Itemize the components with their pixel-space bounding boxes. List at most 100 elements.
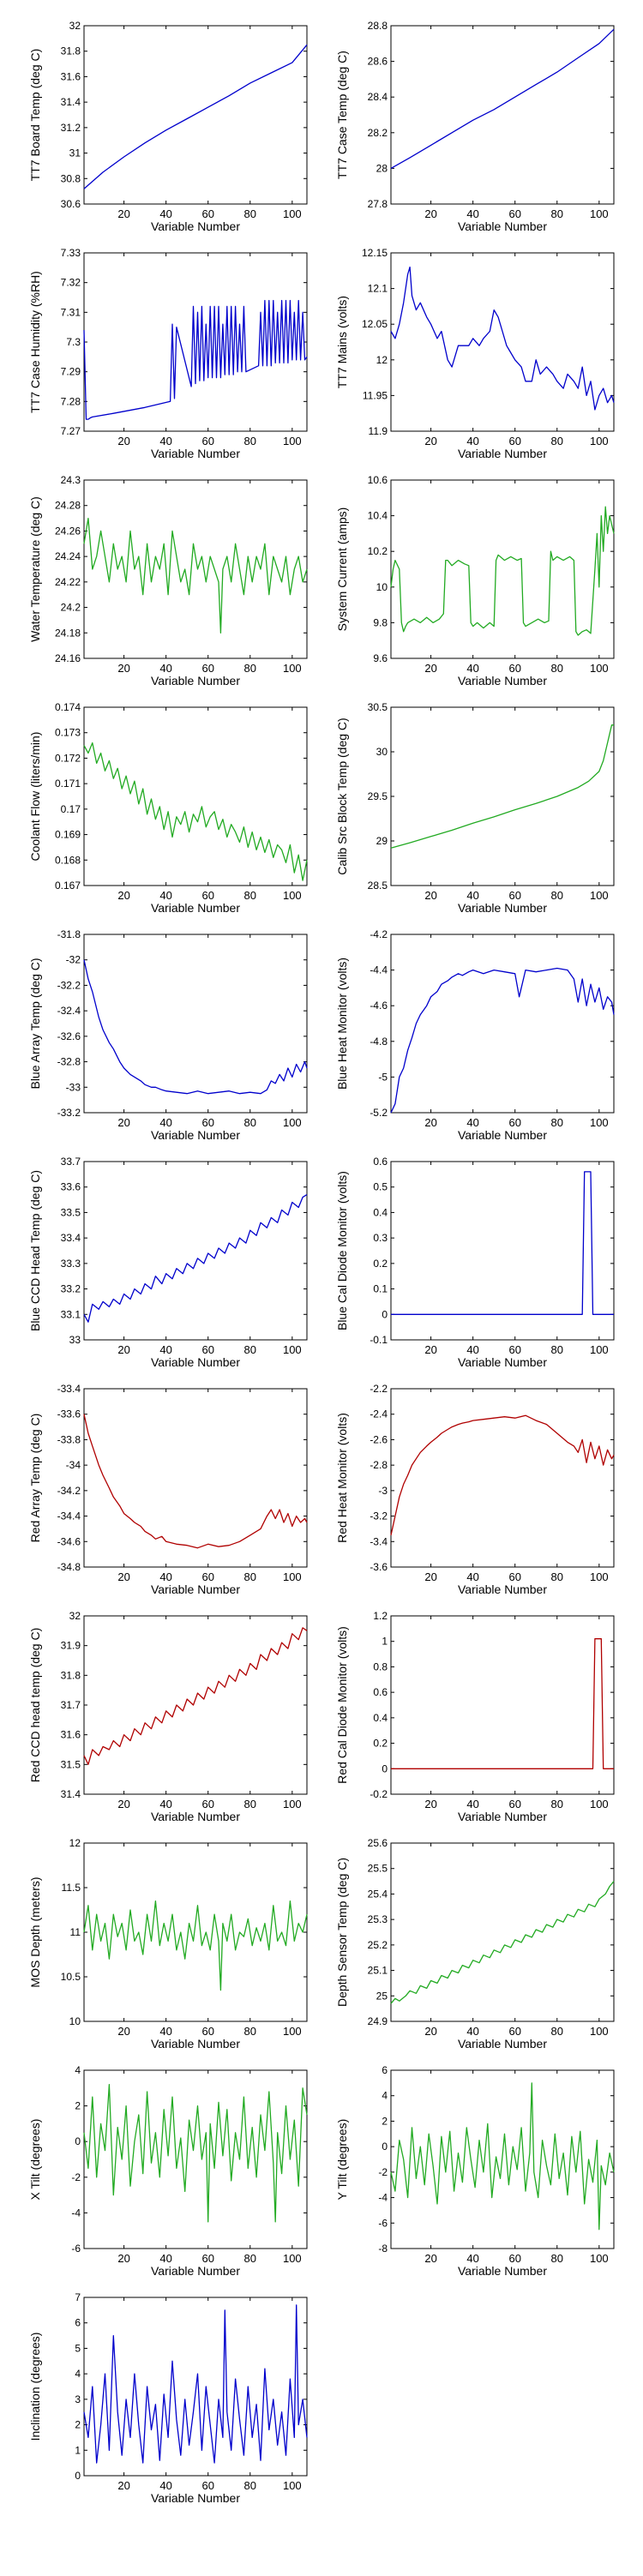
x-tick-label: 100: [283, 2479, 302, 2492]
y-tick-label: 0.4: [373, 1206, 388, 1218]
y-tick-label: 24.16: [55, 652, 81, 664]
chart-panel: 20 40 60 80 100 24.16 24.18 24.2 24.22 24.24 24.26…: [28, 474, 308, 688]
x-tick-label: 60: [201, 1570, 213, 1583]
y-tick-label: 32: [69, 20, 81, 32]
y-tick-label: 11.9: [369, 425, 388, 437]
y-tick-label: 7: [75, 2291, 81, 2303]
y-tick-label: 25.3: [368, 1913, 388, 1925]
x-tick-label: 80: [244, 1798, 256, 1810]
x-axis-label: Variable Number: [458, 219, 547, 233]
x-tick-label: 20: [424, 435, 436, 447]
y-tick-label: 1: [75, 2444, 81, 2456]
y-axis-label: Red CCD head temp (deg C): [28, 1628, 42, 1783]
y-tick-label: 31.4: [61, 1788, 81, 1800]
chart-panel: 20 40 60 80 100 31.4 31.5 31.6 31.7 31.8 31.9 32 Var…: [28, 1610, 308, 1823]
y-axis-label: Calib Src Block Temp (deg C): [335, 718, 349, 874]
x-tick-label: 100: [283, 1116, 302, 1129]
plot-frame: [83, 1615, 308, 1795]
x-tick-label: 80: [244, 435, 256, 447]
y-tick-label: 24.3: [61, 474, 81, 486]
y-tick-label: -6: [378, 2217, 388, 2229]
y-tick-label: 25: [376, 1990, 388, 2002]
x-tick-label: 40: [159, 889, 171, 902]
series-line: [83, 2304, 308, 2464]
x-tick-label: 20: [117, 662, 129, 675]
plot-frame: [390, 1161, 615, 1341]
y-tick-label: -32.4: [57, 1005, 81, 1017]
x-axis-label: Variable Number: [458, 901, 547, 915]
chart-panel: 20 40 60 80 100 0.167 0.168 0.169 0.17 0.171 0.172…: [28, 701, 308, 915]
y-tick-label: 7.31: [61, 306, 81, 318]
x-axis-label: Variable Number: [458, 1582, 547, 1596]
y-tick-label: -4.8: [370, 1036, 388, 1048]
x-axis-label: Variable Number: [151, 219, 240, 233]
y-tick-label: 10.5: [61, 1971, 81, 1983]
x-tick-label: 20: [424, 1116, 436, 1129]
y-tick-label: 32: [69, 1610, 81, 1622]
x-axis-label: Variable Number: [151, 1355, 240, 1369]
y-tick-label: 0.172: [55, 752, 81, 764]
chart-panel: 20 40 60 80 100 -31.8 -32 -32.2 -32.4 -32.6 -32.8 -…: [28, 928, 308, 1142]
x-tick-label: 20: [424, 889, 436, 902]
y-tick-label: -2.2: [370, 1383, 388, 1395]
y-tick-label: 30.8: [61, 172, 81, 184]
x-tick-label: 100: [590, 435, 609, 447]
y-tick-label: 0.3: [373, 1232, 388, 1244]
plot-frame: [83, 1161, 308, 1341]
x-tick-label: 60: [201, 207, 213, 220]
plot-frame: [390, 2069, 615, 2249]
y-tick-label: 7.3: [66, 336, 81, 348]
x-tick-label: 80: [244, 2252, 256, 2265]
y-axis-label: Water Temperature (deg C): [28, 496, 42, 642]
x-tick-label: 40: [466, 2252, 478, 2265]
series-line: [83, 1627, 308, 1765]
x-tick-label: 60: [508, 889, 520, 902]
y-tick-label: -3.4: [370, 1535, 388, 1547]
y-tick-label: 12.1: [368, 283, 388, 295]
y-tick-label: -4.2: [370, 928, 388, 940]
y-tick-label: 0: [75, 2135, 81, 2147]
y-tick-label: -3.2: [370, 1510, 388, 1522]
y-tick-label: 1: [382, 1636, 388, 1648]
y-tick-label: 0.6: [373, 1686, 388, 1698]
plot-frame: [83, 706, 308, 886]
x-tick-label: 40: [466, 1570, 478, 1583]
y-tick-label: -0.1: [370, 1334, 388, 1346]
y-tick-label: 25.6: [368, 1837, 388, 1849]
x-tick-label: 40: [466, 1343, 478, 1356]
y-axis-label: Red Cal Diode Monitor (volts): [335, 1626, 349, 1784]
x-tick-label: 40: [466, 435, 478, 447]
y-tick-label: 31.2: [61, 122, 81, 134]
y-tick-label: -6: [71, 2243, 81, 2255]
x-tick-label: 20: [117, 207, 129, 220]
x-tick-label: 80: [551, 2252, 563, 2265]
x-tick-label: 60: [508, 207, 520, 220]
x-tick-label: 20: [117, 435, 129, 447]
x-tick-label: 100: [283, 1570, 302, 1583]
x-axis-label: Variable Number: [458, 447, 547, 460]
y-tick-label: 10.6: [368, 474, 388, 486]
y-tick-label: 10: [376, 581, 388, 593]
x-tick-label: 100: [283, 1798, 302, 1810]
x-tick-label: 60: [508, 1116, 520, 1129]
y-tick-label: 24.18: [55, 627, 81, 639]
series-line: [391, 1171, 614, 1315]
x-tick-label: 40: [466, 207, 478, 220]
y-tick-label: -0.2: [370, 1788, 388, 1800]
x-tick-label: 80: [551, 435, 563, 447]
series-line: [83, 2083, 308, 2223]
y-tick-label: 9.8: [373, 616, 388, 628]
y-tick-label: 10.2: [368, 545, 388, 557]
y-tick-label: 31.5: [61, 1758, 81, 1770]
plot-frame: [83, 25, 308, 205]
y-axis-label: Depth Sensor Temp (deg C): [335, 1858, 349, 2007]
y-tick-label: 24.24: [55, 550, 81, 562]
x-tick-label: 100: [283, 2025, 302, 2038]
x-tick-label: 100: [590, 662, 609, 675]
y-tick-label: -34.8: [57, 1561, 81, 1573]
chart-panel: 20 40 60 80 100 -8 -6 -4 -2 0 2 4 6 Variable Number Y …: [335, 2064, 615, 2278]
x-tick-label: 40: [466, 662, 478, 675]
x-axis-label: Variable Number: [151, 447, 240, 460]
x-tick-label: 100: [590, 1570, 609, 1583]
y-tick-label: 7.33: [61, 247, 81, 259]
